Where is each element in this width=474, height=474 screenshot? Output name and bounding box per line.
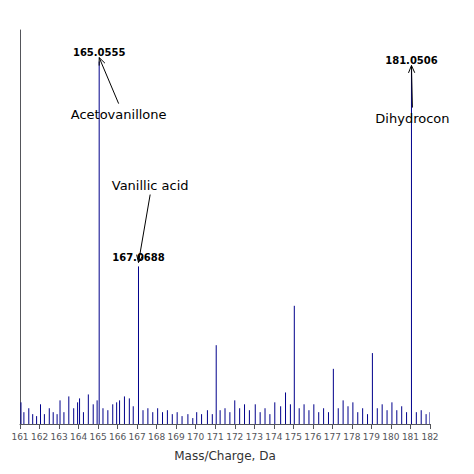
svg-text:164: 164 xyxy=(70,432,87,442)
svg-text:179: 179 xyxy=(363,432,380,442)
svg-text:174: 174 xyxy=(265,432,282,442)
svg-text:176: 176 xyxy=(304,432,321,442)
svg-text:182: 182 xyxy=(421,432,438,442)
svg-text:163: 163 xyxy=(50,432,67,442)
svg-text:162: 162 xyxy=(31,432,48,442)
svg-text:173: 173 xyxy=(246,432,263,442)
svg-text:165.0555: 165.0555 xyxy=(73,47,126,58)
svg-text:167.0688: 167.0688 xyxy=(112,252,165,263)
svg-text:170: 170 xyxy=(187,432,204,442)
svg-text:167: 167 xyxy=(129,432,146,442)
svg-text:Vanillic acid: Vanillic acid xyxy=(112,178,189,193)
svg-text:166: 166 xyxy=(109,432,126,442)
svg-text:Mass/Charge, Da: Mass/Charge, Da xyxy=(174,449,276,463)
svg-text:180: 180 xyxy=(382,432,399,442)
svg-text:178: 178 xyxy=(343,432,360,442)
svg-text:181.0506: 181.0506 xyxy=(385,55,438,66)
svg-text:171: 171 xyxy=(207,432,224,442)
svg-text:Acetovanillone: Acetovanillone xyxy=(71,107,167,122)
svg-text:Dihydrocon: Dihydrocon xyxy=(375,111,449,126)
svg-text:175: 175 xyxy=(285,432,302,442)
svg-text:169: 169 xyxy=(168,432,185,442)
svg-text:168: 168 xyxy=(148,432,165,442)
svg-text:177: 177 xyxy=(324,432,341,442)
svg-text:172: 172 xyxy=(226,432,243,442)
svg-text:181: 181 xyxy=(402,432,419,442)
svg-text:161: 161 xyxy=(11,432,28,442)
svg-text:165: 165 xyxy=(90,432,107,442)
